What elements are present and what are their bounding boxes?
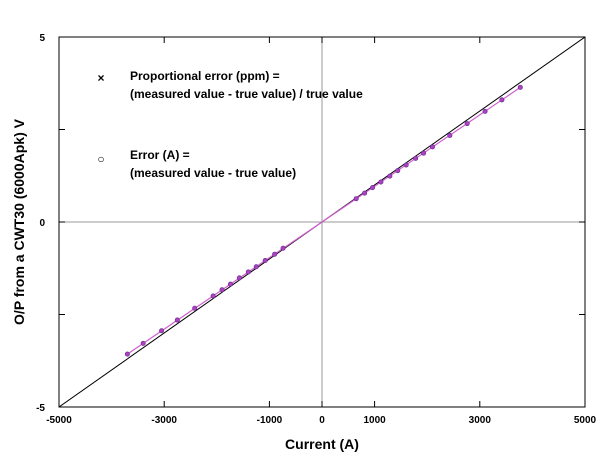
legend-entry: ○ Error (A) = (measured value - true val… (97, 148, 296, 180)
axis-ticks (58, 36, 586, 408)
x-tick-label: -5000 (46, 415, 72, 426)
legend-marker-cross: × (97, 71, 104, 85)
x-tick-label: -3000 (151, 415, 177, 426)
x-tick-label: 5000 (574, 415, 597, 426)
data-point (227, 281, 233, 287)
x-tick-label: 0 (319, 415, 325, 426)
legend-label-line2: (measured value - true value) (130, 166, 296, 180)
data-point (192, 305, 198, 311)
x-axis-label: Current (A) (285, 436, 359, 452)
legend-label-line2: (measured value - true value) / true val… (130, 87, 363, 101)
data-point (219, 287, 225, 293)
x-tick-label: 3000 (469, 415, 492, 426)
data-point (159, 328, 165, 334)
data-point (403, 162, 409, 168)
fit-line (127, 86, 521, 355)
data-point (517, 84, 523, 90)
data-point (253, 264, 259, 270)
data-point (236, 275, 242, 281)
data-point (280, 245, 286, 251)
data-points (124, 84, 523, 357)
data-point (362, 190, 368, 196)
legend-entry: × Proportional error (ppm) = (measured v… (97, 69, 363, 101)
legend-label-line1: Error (A) = (130, 148, 190, 162)
data-point (124, 351, 130, 357)
data-point (447, 132, 453, 138)
legend-label-line1: Proportional error (ppm) = (130, 69, 280, 83)
data-point (245, 269, 251, 275)
x-tick-label: -1000 (257, 415, 283, 426)
data-point (464, 121, 470, 127)
x-tick-label: 1000 (363, 415, 386, 426)
data-point (482, 108, 488, 114)
data-point (353, 196, 359, 202)
legend-marker-circle: ○ (97, 152, 104, 166)
y-tick-label: 0 (39, 218, 45, 229)
data-point (421, 150, 427, 156)
data-point (174, 317, 180, 323)
data-point (210, 293, 216, 299)
data-point (262, 257, 268, 263)
data-point (378, 179, 384, 185)
data-point (413, 155, 419, 161)
legend: × Proportional error (ppm) = (measured v… (97, 69, 363, 180)
data-point (272, 251, 278, 257)
data-point (499, 97, 505, 103)
axis-tick-labels: -5000 -3000 -1000 0 1000 3000 5000 -5 0 5 (36, 33, 596, 426)
data-point (140, 340, 146, 346)
y-tick-label: -5 (36, 403, 45, 414)
data-point (369, 185, 375, 191)
data-point (429, 144, 435, 150)
data-point (387, 173, 393, 179)
y-tick-label: 5 (39, 33, 45, 44)
data-point (395, 168, 401, 174)
y-axis-label: O/P from a CWT30 (6000Apk) V (11, 118, 27, 325)
